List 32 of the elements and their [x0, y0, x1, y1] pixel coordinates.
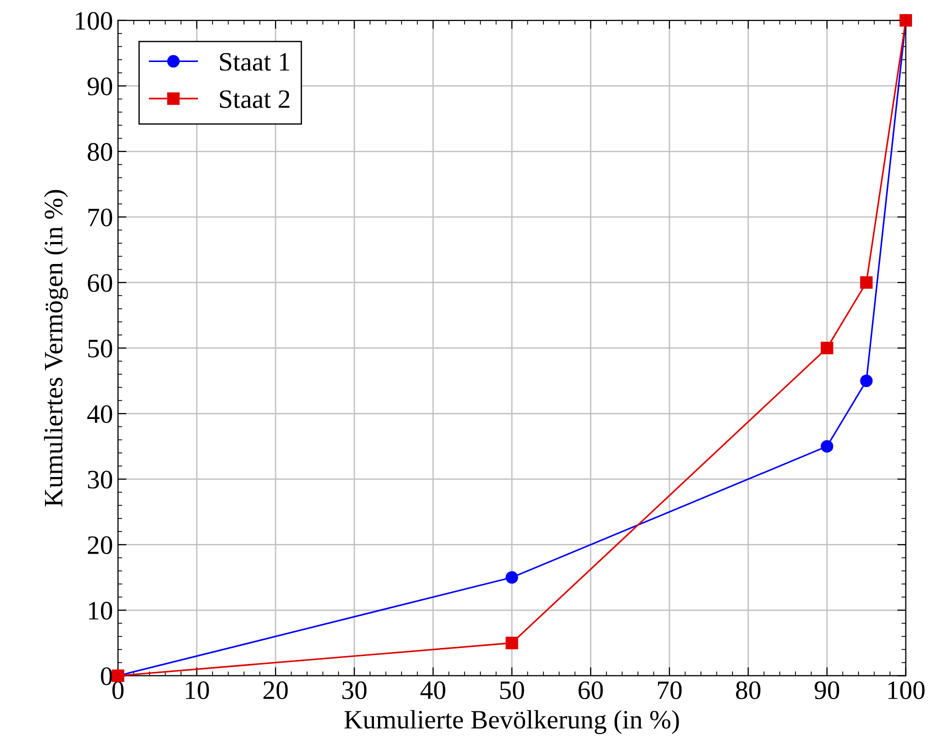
legend-label: Staat 2	[220, 90, 290, 108]
x-tick-label: 100	[888, 681, 925, 700]
y-tick-label: 20	[88, 536, 112, 554]
y-tick-label: 90	[88, 78, 112, 96]
x-tick-label: 60	[578, 681, 603, 700]
x-tick-label: 70	[658, 681, 682, 700]
y-tick-label: 60	[88, 274, 112, 292]
x-tick-label: 0	[112, 681, 124, 700]
y-tick-label: 80	[88, 143, 112, 161]
point	[506, 636, 518, 650]
point	[860, 276, 873, 289]
x-tick-label: 30	[342, 681, 367, 700]
y-tick-label: 40	[87, 405, 112, 424]
point	[820, 440, 834, 453]
y-axis-title: Kumuliertes Vermögen (in %)	[44, 190, 68, 506]
point	[506, 571, 518, 584]
x-axis-title: Kumulierte Bevölkerung (in %)	[344, 710, 679, 734]
y-tick-label: 100	[76, 12, 112, 30]
x-tick-label: 80	[736, 681, 760, 700]
y-tick-label: 0	[100, 667, 112, 686]
point	[820, 342, 834, 354]
y-tick-label: 30	[88, 470, 112, 489]
y-tick-label: 10	[89, 602, 112, 620]
x-tick-label: 90	[814, 681, 840, 700]
legend-label: Staat 1	[220, 53, 290, 71]
x-tick-label: 40	[420, 681, 446, 700]
x-tick-label: 50	[500, 681, 524, 700]
x-tick-label: 20	[264, 681, 288, 700]
y-tick-label: 50	[88, 340, 112, 358]
x-tick-label: 10	[186, 681, 209, 700]
y-tick-label: 70	[88, 208, 112, 226]
point	[860, 374, 873, 388]
